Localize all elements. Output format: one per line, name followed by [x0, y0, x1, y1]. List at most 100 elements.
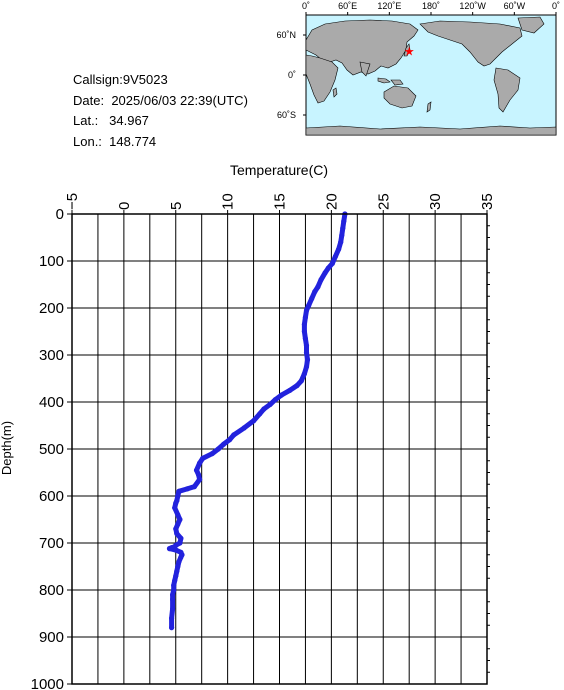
callsign-label: Callsign: [73, 72, 123, 87]
data-point [220, 441, 227, 447]
data-point [215, 446, 221, 452]
data-point [227, 437, 233, 443]
y-tick-label: 500 [39, 441, 64, 458]
data-point [209, 451, 215, 457]
callsign-row: Callsign:9V5023 [73, 70, 248, 91]
data-point [178, 535, 184, 541]
data-point [170, 592, 176, 598]
y-tick-label: 200 [39, 300, 64, 317]
lon-label: Lon.: [73, 133, 102, 149]
data-point [287, 387, 293, 393]
map-landmasses [305, 16, 557, 136]
data-point [172, 505, 178, 511]
x-tick-label: 35 [479, 193, 496, 210]
data-point [175, 512, 181, 518]
land-madagascar [332, 87, 338, 98]
land-india [359, 61, 371, 77]
data-point [309, 296, 315, 302]
world-map: 0˚ 60˚E 120˚E 180˚ 120˚W 60˚W 0˚ 60˚N 0˚ 60˚S ★ [276, 1, 560, 136]
y-tick-label: 0 [56, 206, 64, 223]
chart-grid [71, 213, 488, 685]
data-point [303, 364, 310, 370]
data-point [175, 493, 181, 499]
chart-axes: −5 0 5 10 15 20 25 30 35010020030040050060070080… [31, 193, 496, 690]
map-lon-label: 180˚ [422, 1, 440, 11]
data-point [172, 578, 178, 584]
data-point [231, 432, 237, 438]
series-line [167, 211, 348, 631]
lat-row: Lat.: 34.967 [73, 111, 248, 132]
data-point [166, 546, 173, 552]
data-point [173, 547, 179, 553]
data-point [174, 568, 180, 574]
data-point [279, 392, 285, 398]
data-point [184, 486, 190, 492]
x-tick-label: 15 [272, 193, 289, 210]
map-lon-label: 60˚W [504, 1, 526, 11]
data-point [338, 239, 344, 245]
data-point [169, 615, 175, 621]
data-point [173, 573, 179, 579]
data-point [196, 472, 202, 478]
data-point [301, 321, 307, 327]
data-point [171, 587, 177, 593]
date-value: 2025/06/03 22:39(UTC) [111, 92, 248, 108]
y-axis-label: Depth(m) [0, 421, 14, 475]
map-lon-label: 60˚E [338, 1, 357, 11]
y-tick-label: 300 [39, 347, 64, 364]
land-south-america [493, 67, 521, 113]
data-point [315, 284, 321, 290]
land-north-america [419, 20, 523, 67]
data-point [322, 270, 328, 276]
plot-frame [71, 213, 488, 685]
x-tick-label: 0 [116, 202, 133, 210]
y-tick-label: 800 [39, 582, 64, 599]
data-point [301, 371, 307, 377]
data-point [173, 500, 179, 506]
x-tick-label: −5 [64, 193, 81, 210]
map-lat-label: 0˚ [288, 70, 296, 80]
data-point [301, 328, 307, 335]
land-africa [305, 54, 339, 104]
data-point [329, 260, 335, 266]
data-point [170, 606, 176, 612]
x-tick-label: 5 [168, 202, 185, 210]
data-point [174, 531, 180, 537]
y-tick-label: 900 [39, 629, 64, 646]
map-lon-label: 120˚E [377, 1, 401, 11]
data-point [176, 488, 182, 494]
data-point [303, 343, 310, 349]
x-tick-label: 30 [427, 193, 444, 210]
data-point [197, 460, 203, 466]
lon-value: 148.774 [109, 133, 157, 149]
station-marker-icon: ★ [404, 45, 415, 59]
data-point [197, 476, 203, 483]
land-antarctica [305, 125, 557, 136]
x-tick-label: 20 [323, 193, 340, 210]
data-point [200, 455, 206, 461]
data-point [303, 307, 310, 313]
data-point [312, 289, 318, 295]
data-point [332, 253, 339, 259]
data-point [318, 277, 324, 283]
data-point [175, 563, 181, 570]
data-point [341, 218, 347, 224]
y-tick-label: 700 [39, 535, 64, 552]
data-point [325, 265, 331, 271]
data-point [261, 406, 267, 412]
lat-label: Lat.: [73, 113, 99, 128]
data-point [294, 382, 300, 389]
land-australia [383, 85, 417, 109]
land-japan [403, 43, 411, 57]
data-point [257, 411, 263, 417]
data-point [302, 336, 308, 342]
date-row: Date: 2025/06/03 22:39(UTC) [73, 91, 248, 112]
land-indonesia [377, 77, 404, 86]
data-point [298, 378, 304, 384]
data-point [339, 232, 345, 238]
map-lat-label: 60˚S [277, 110, 296, 120]
map-lon-label: 0˚ [302, 1, 310, 11]
lon-row: Lon.: 148.774 [73, 132, 248, 153]
x-tick-label: 10 [220, 193, 237, 210]
